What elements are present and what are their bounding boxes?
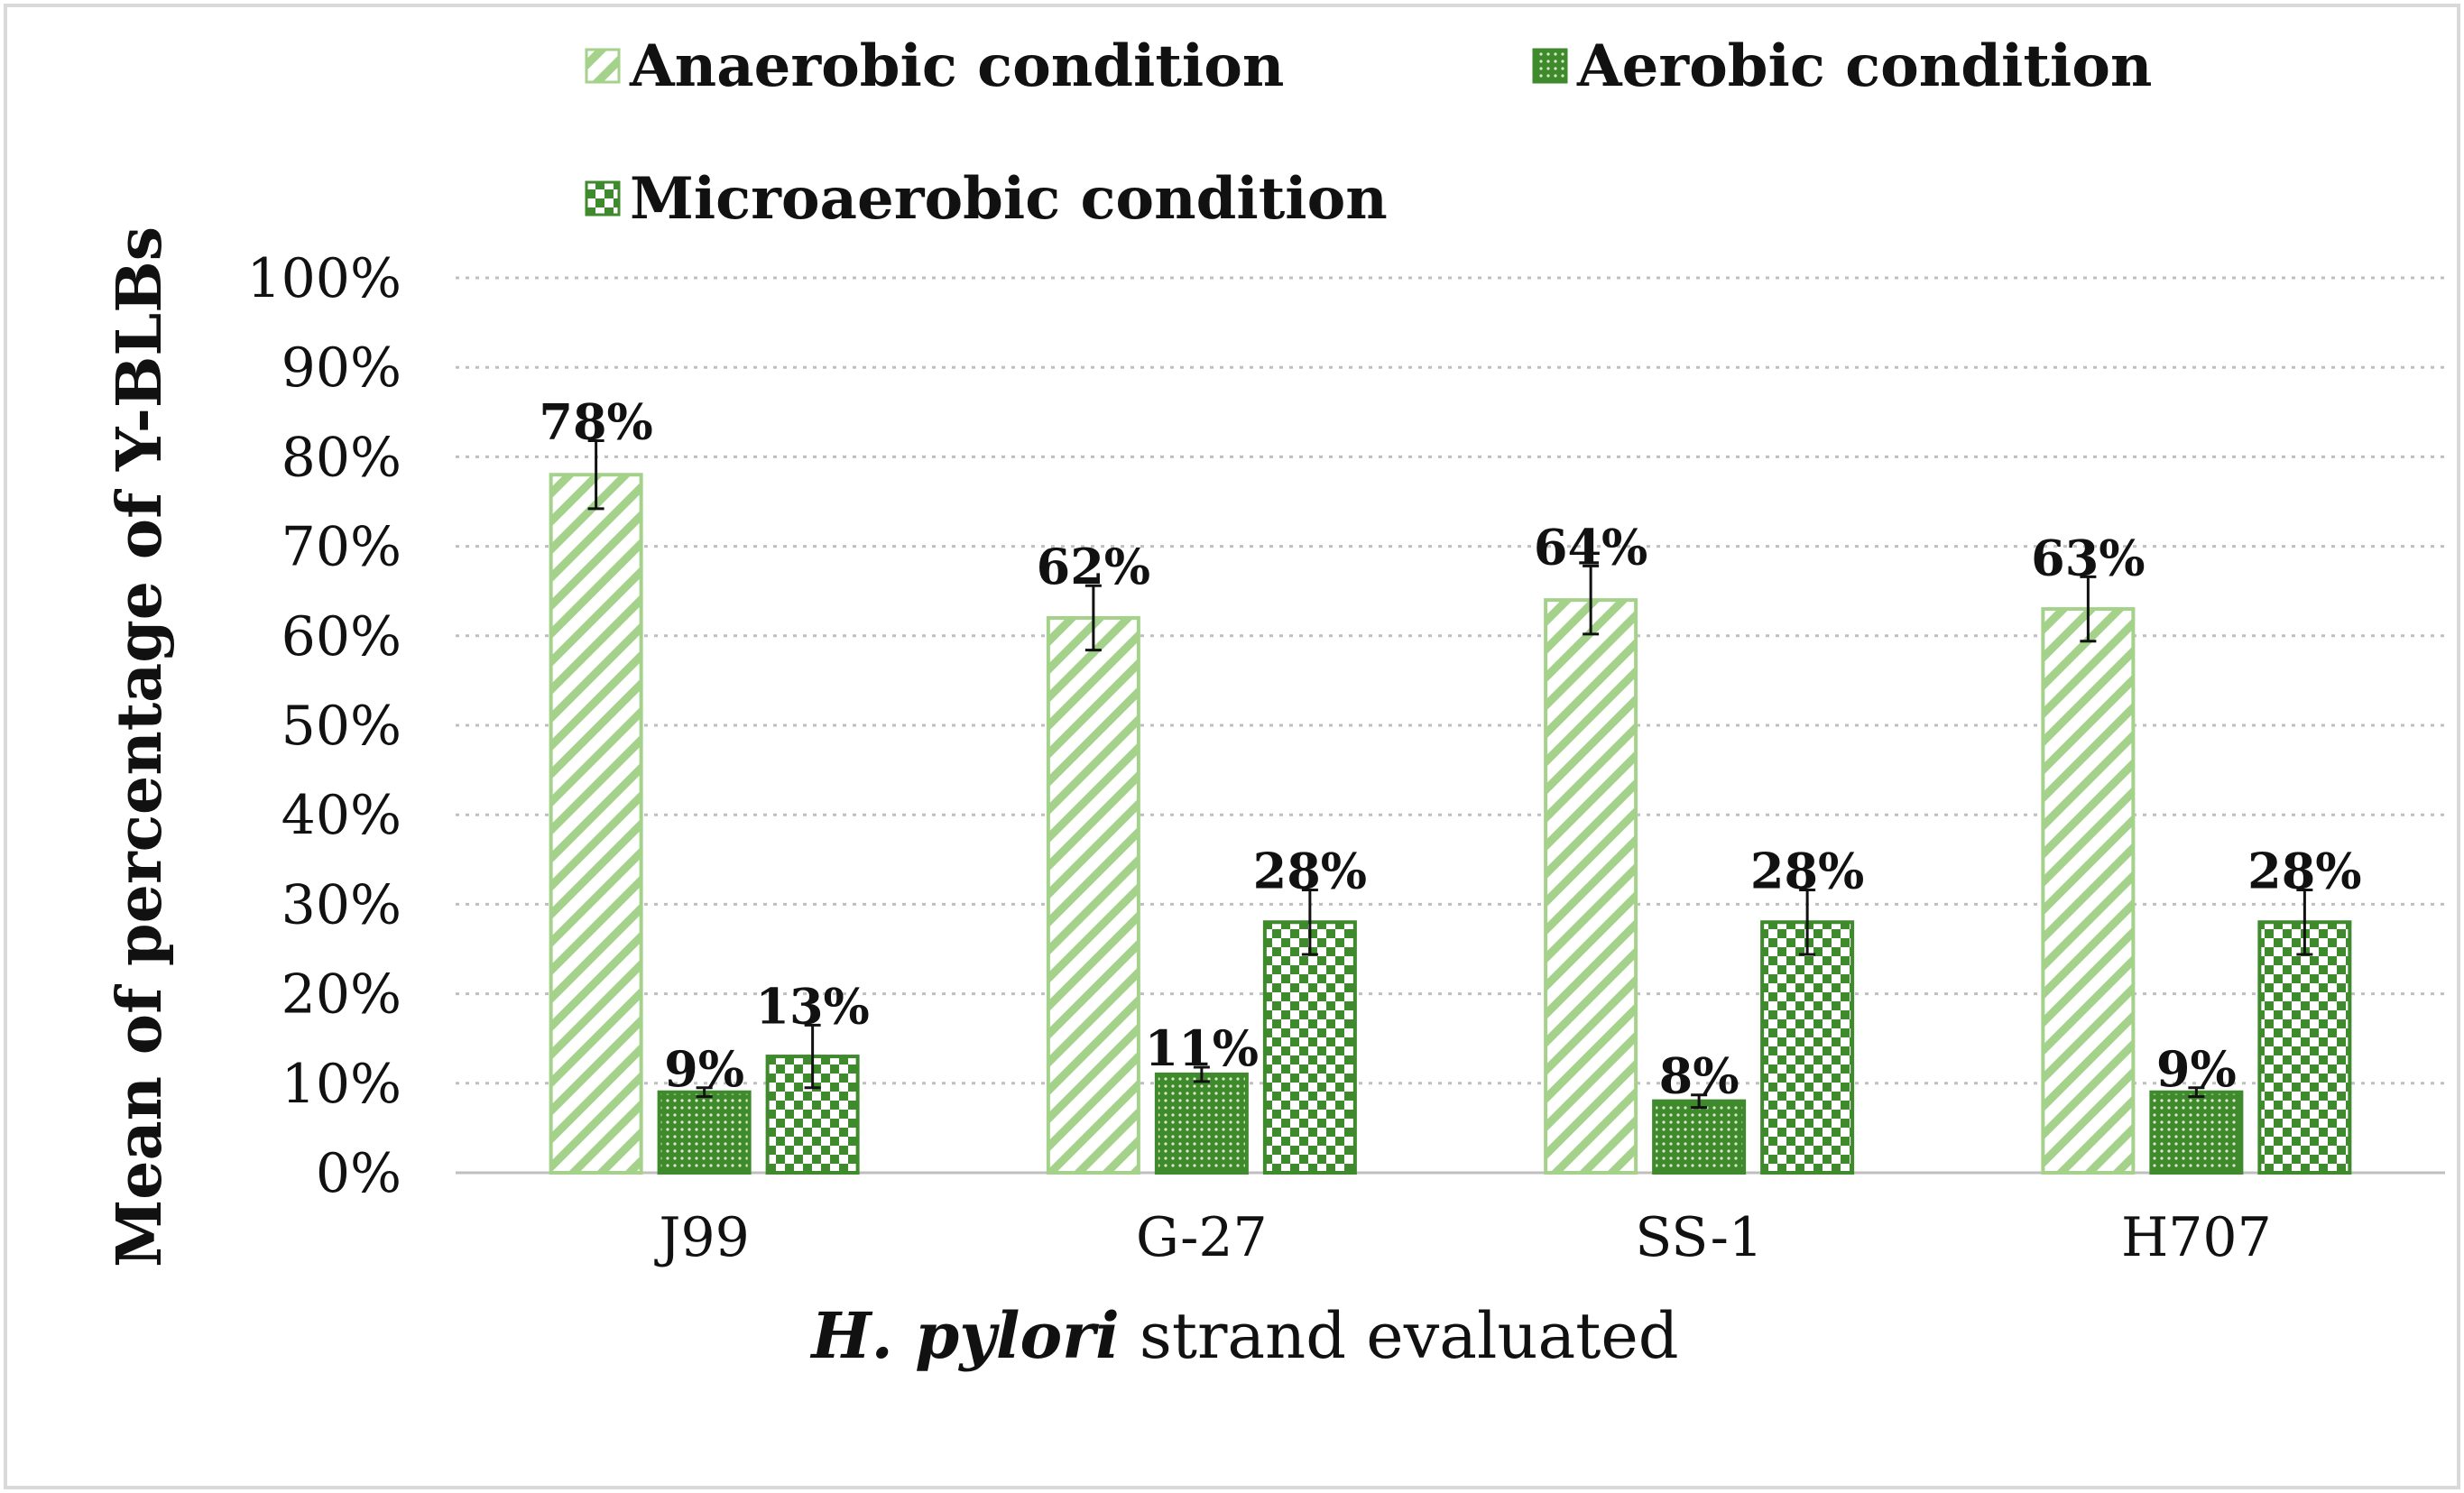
- data-label: 9%: [664, 1040, 744, 1098]
- data-label: 78%: [539, 393, 652, 451]
- y-tick-label: 40%: [281, 784, 401, 847]
- bar-checkerboard: [2257, 920, 2352, 1175]
- data-label: 9%: [2156, 1040, 2237, 1098]
- y-tick-label: 90%: [281, 336, 401, 400]
- bar-fine-dots: [1154, 1072, 1249, 1175]
- y-tick-label: 100%: [246, 247, 401, 310]
- data-label: 28%: [1750, 843, 1864, 900]
- y-tick-label: 50%: [281, 695, 401, 758]
- bar-checkerboard: [1760, 920, 1855, 1175]
- y-tick-label: 60%: [281, 605, 401, 668]
- data-label: 62%: [1037, 538, 1150, 595]
- bar-diagonal-stripes: [1046, 615, 1140, 1175]
- legend: Anaerobic condition Aerobic condition Micr…: [585, 32, 2152, 233]
- y-axis-ticks: 0% 10% 20% 30% 40% 50% 60% 70% 80% 90% 100%: [246, 247, 401, 1205]
- bar-diagonal-stripes: [1544, 598, 1638, 1175]
- legend-swatch-diagonal-stripes: [585, 48, 621, 84]
- y-tick-label: 70%: [281, 516, 401, 579]
- legend-label: Anaerobic condition: [629, 32, 1284, 100]
- bar-fine-dots: [657, 1090, 752, 1175]
- bar-diagonal-stripes: [2041, 607, 2136, 1175]
- data-label: 13%: [755, 977, 869, 1035]
- data-label: 28%: [2247, 843, 2361, 900]
- data-labels: 78%9%13%62%11%28%64%8%28%63%9%28%: [539, 393, 2361, 1105]
- legend-swatch-checkerboard: [585, 180, 621, 217]
- y-tick-label: 80%: [281, 426, 401, 489]
- legend-label: Microaerobic condition: [630, 165, 1388, 233]
- bar-fine-dots: [1652, 1099, 1747, 1175]
- legend-swatch-fine-dots: [1532, 48, 1568, 84]
- x-axis-label-italic: H. pylori: [809, 1298, 1119, 1373]
- x-axis-label: H. pylori strand evaluated: [809, 1298, 1678, 1373]
- y-tick-label: 10%: [281, 1053, 401, 1116]
- y-axis-label: Mean of percentage of Y-BLBs: [104, 226, 176, 1267]
- y-tick-label: 0%: [316, 1142, 401, 1205]
- x-axis-label-rest: strand evaluated: [1120, 1299, 1679, 1373]
- x-tick-label: H707: [2121, 1206, 2272, 1269]
- x-axis-ticks: J99 G-27 SS-1 H707: [653, 1206, 2271, 1269]
- data-label: 28%: [1253, 843, 1367, 900]
- bar-checkerboard: [1262, 920, 1357, 1175]
- data-label: 11%: [1145, 1019, 1259, 1077]
- bar-fine-dots: [2149, 1090, 2244, 1175]
- data-label: 8%: [1659, 1047, 1740, 1105]
- bar-diagonal-stripes: [549, 473, 643, 1175]
- x-tick-label: J99: [653, 1206, 749, 1269]
- data-label: 63%: [2031, 529, 2145, 586]
- legend-label: Aerobic condition: [1576, 32, 2152, 100]
- error-bars: [587, 439, 2313, 1110]
- data-label: 64%: [1534, 518, 1647, 576]
- x-tick-label: SS-1: [1635, 1206, 1763, 1269]
- y-tick-label: 30%: [281, 873, 401, 936]
- y-tick-label: 20%: [281, 963, 401, 1027]
- bars: [549, 473, 2352, 1175]
- x-tick-label: G-27: [1136, 1206, 1268, 1269]
